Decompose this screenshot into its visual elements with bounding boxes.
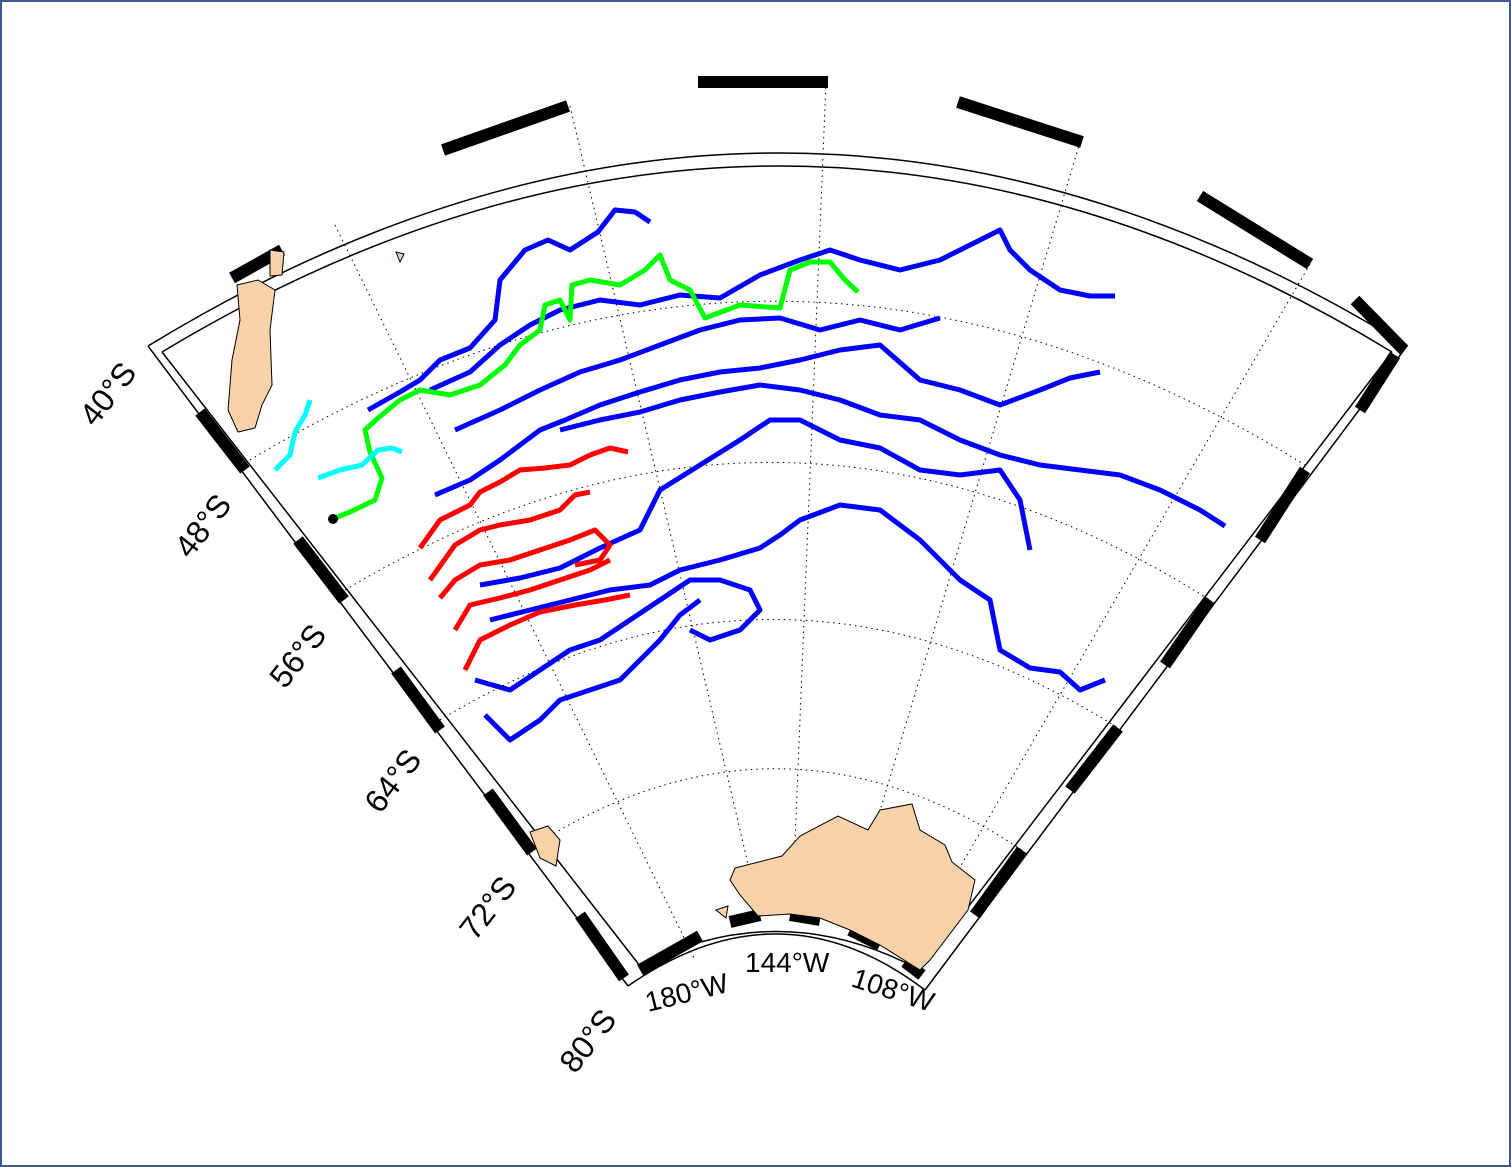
outer-arc-inner: [161, 165, 1393, 353]
tick-outer-2: [441, 100, 570, 156]
track-blue-3: [434, 342, 1101, 498]
track-start-marker: [328, 514, 338, 524]
track-blue-6: [559, 382, 1227, 529]
antarctic-coast-west: [529, 825, 561, 867]
tick-inner-3: [789, 909, 821, 926]
new-zealand-north: [269, 249, 285, 277]
frame-ticks: [195, 76, 1409, 982]
track-cyan-2: [317, 445, 403, 481]
inner-arc: [627, 933, 926, 991]
tick-inner-2: [728, 909, 762, 928]
antarctic-coast-east: [729, 803, 976, 971]
tick-inner-1: [637, 930, 703, 976]
right-edge-inner: [919, 351, 1393, 971]
left-edge-inner: [161, 351, 641, 967]
tick-right-2: [1254, 466, 1311, 544]
track-green-1: [334, 252, 860, 521]
track-cyan-1: [273, 399, 313, 472]
tick-left-4: [483, 788, 537, 856]
tick-outer-4: [956, 96, 1084, 148]
meridian-180: [334, 224, 696, 961]
graticule: [249, 81, 1311, 963]
parallel-64: [439, 619, 1119, 729]
tracks-cyan: [273, 399, 403, 481]
parallel-48: [249, 300, 1306, 466]
lat-label-56: 56°S: [262, 617, 333, 694]
lon-label-144: 144°W: [745, 947, 830, 978]
track-blue-7: [489, 502, 1106, 693]
tracks-blue: [366, 207, 1227, 743]
track-blue-8: [474, 577, 763, 693]
lat-label-64: 64°S: [357, 742, 428, 819]
parallel-56: [344, 462, 1211, 601]
track-red-2: [427, 489, 591, 582]
new-zealand: [227, 279, 276, 433]
tick-outer-5: [1196, 190, 1314, 270]
antarctic-islet: [714, 905, 729, 919]
meridian-108: [904, 263, 1311, 963]
track-blue-4: [453, 315, 941, 433]
track-blue-9: [483, 598, 702, 743]
track-blue-1: [366, 207, 652, 413]
meridian-144: [791, 81, 827, 916]
land: [227, 249, 976, 971]
tick-right-3: [1160, 596, 1215, 669]
outer-arc: [147, 152, 1408, 347]
track-red-5: [462, 592, 631, 672]
map-border: [147, 152, 1408, 991]
parallel-72: [534, 768, 1023, 851]
meridian-168: [569, 105, 761, 916]
tick-left-3: [391, 666, 445, 734]
track-blue-5: [479, 417, 1033, 588]
track-red-3: [438, 527, 613, 600]
tick-left-2: [293, 536, 349, 604]
lat-label-80: 80°S: [552, 1002, 623, 1079]
tick-left-5: [575, 911, 629, 982]
tracks-red: [417, 445, 631, 672]
track-red-1: [417, 445, 629, 550]
tick-right-4: [1065, 724, 1123, 794]
tick-right-1: [1354, 351, 1401, 414]
lat-label-40: 40°S: [72, 355, 143, 432]
tick-right-5: [970, 846, 1027, 919]
tracks-green: [334, 252, 860, 521]
lat-label-72: 72°S: [452, 869, 523, 946]
small-island: [395, 251, 405, 264]
tick-left-1: [195, 408, 250, 474]
lon-label-180: 180°W: [642, 967, 732, 1018]
tick-outer-6: [1350, 295, 1409, 355]
tick-inner-5: [901, 957, 926, 980]
track-red-4: [452, 557, 612, 632]
lat-label-48: 48°S: [167, 487, 238, 564]
